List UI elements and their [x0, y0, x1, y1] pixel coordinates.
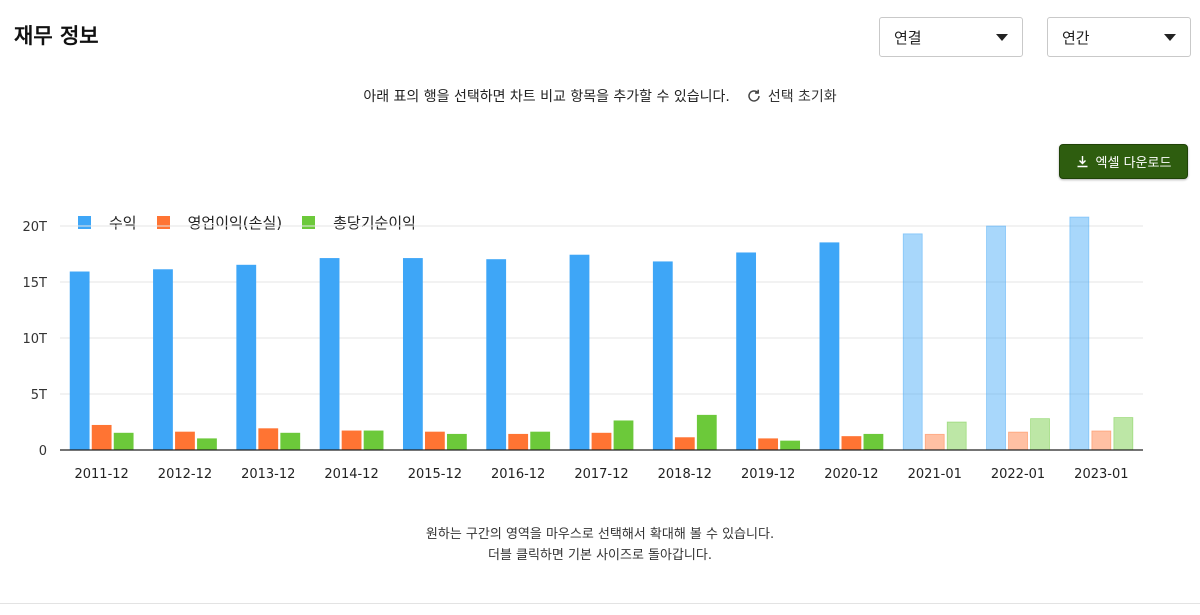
bar-net-income [1113, 417, 1134, 451]
consolidation-select[interactable]: 연결 [879, 17, 1023, 57]
bar-revenue [736, 252, 757, 451]
hint-text: 아래 표의 행을 선택하면 차트 비교 항목을 추가할 수 있습니다. [363, 89, 730, 105]
excel-download-label: 엑셀 다운로드 [1095, 156, 1172, 171]
bar-revenue [319, 258, 340, 451]
x-tick-label: 2021-01 [908, 467, 962, 482]
period-select-value: 연간 [1062, 28, 1090, 47]
bar-revenue [486, 259, 507, 451]
bar-operating-income [91, 424, 112, 451]
bar-revenue [153, 269, 173, 451]
bar-operating-income [674, 437, 695, 451]
bar-operating-income [1008, 431, 1028, 451]
chart-footnote: 원하는 구간의 영역을 마우스로 선택해서 확대해 볼 수 있습니다. 더블 클… [0, 524, 1200, 566]
bar-revenue [69, 271, 90, 451]
footnote-line-1: 원하는 구간의 영역을 마우스로 선택해서 확대해 볼 수 있습니다. [425, 527, 775, 542]
x-tick-label: 2015-12 [408, 467, 462, 482]
excel-download-button[interactable]: 엑셀 다운로드 [1059, 144, 1188, 179]
bar-operating-income [341, 430, 362, 451]
bar-operating-income [758, 438, 779, 451]
page-title: 재무 정보 [14, 24, 99, 48]
bar-operating-income [258, 428, 279, 451]
y-tick-label: 5T [31, 388, 47, 403]
bar-operating-income [841, 436, 862, 451]
download-icon [1077, 156, 1088, 168]
bar-revenue [986, 225, 1006, 451]
bar-net-income [1030, 418, 1050, 451]
x-tick-label: 2014-12 [324, 467, 378, 482]
x-tick-label: 2022-01 [991, 467, 1045, 482]
period-select[interactable]: 연간 [1047, 17, 1191, 57]
bar-revenue [1069, 216, 1090, 451]
consolidation-select-value: 연결 [894, 28, 922, 47]
legend-label: 총당기순이익 [333, 214, 416, 232]
x-tick-label: 2013-12 [241, 467, 295, 482]
chevron-down-icon [1164, 33, 1176, 41]
bar-net-income [280, 432, 301, 451]
bar-net-income [863, 433, 884, 451]
x-tick-label: 2017-12 [574, 467, 628, 482]
bar-operating-income [424, 431, 445, 451]
bar-revenue [569, 254, 590, 451]
bar-operating-income [1091, 430, 1112, 451]
reset-selection-button[interactable]: 선택 초기화 [746, 86, 837, 106]
divider [0, 603, 1200, 604]
bar-operating-income [591, 432, 612, 451]
x-tick-label: 2012-12 [158, 467, 212, 482]
bar-operating-income [924, 433, 945, 451]
bar-net-income [113, 432, 134, 451]
footnote-line-2: 더블 클릭하면 기본 사이즈로 돌아갑니다. [488, 548, 712, 563]
chevron-down-icon [996, 33, 1008, 41]
bar-net-income [197, 438, 217, 451]
x-tick-label: 2023-01 [1074, 467, 1128, 482]
bar-net-income [946, 421, 967, 451]
bar-revenue [652, 261, 673, 451]
bar-revenue [902, 233, 923, 451]
legend-label: 수익 [109, 214, 137, 232]
bar-net-income [613, 420, 634, 451]
bar-net-income [363, 430, 384, 451]
bar-revenue [236, 264, 257, 451]
bar-net-income [780, 440, 801, 451]
y-tick-label: 10T [23, 332, 48, 347]
bar-net-income [696, 414, 717, 451]
y-tick-label: 0 [39, 444, 47, 459]
hint-row: 아래 표의 행을 선택하면 차트 비교 항목을 추가할 수 있습니다. 선택 초… [0, 86, 1200, 106]
x-tick-label: 2019-12 [741, 467, 795, 482]
x-tick-label: 2011-12 [74, 467, 128, 482]
bar-operating-income [175, 431, 195, 451]
bar-operating-income [508, 433, 529, 451]
bar-net-income [530, 431, 551, 451]
x-tick-label: 2016-12 [491, 467, 545, 482]
bar-net-income [446, 433, 467, 451]
refresh-icon [748, 89, 760, 102]
y-tick-label: 15T [23, 276, 48, 291]
financial-bar-chart[interactable]: 0 5T 10T 15T 20T 2011-12 2012-12 2013-12 2014-12… [0, 0, 1200, 500]
legend-label: 영업이익(손실) [187, 214, 283, 232]
x-tick-label: 2020-12 [824, 467, 878, 482]
bar-revenue [819, 242, 840, 451]
bar-revenue [402, 258, 423, 451]
x-tick-label: 2018-12 [658, 467, 712, 482]
y-tick-label: 20T [23, 220, 48, 235]
reset-selection-label: 선택 초기화 [767, 89, 837, 105]
